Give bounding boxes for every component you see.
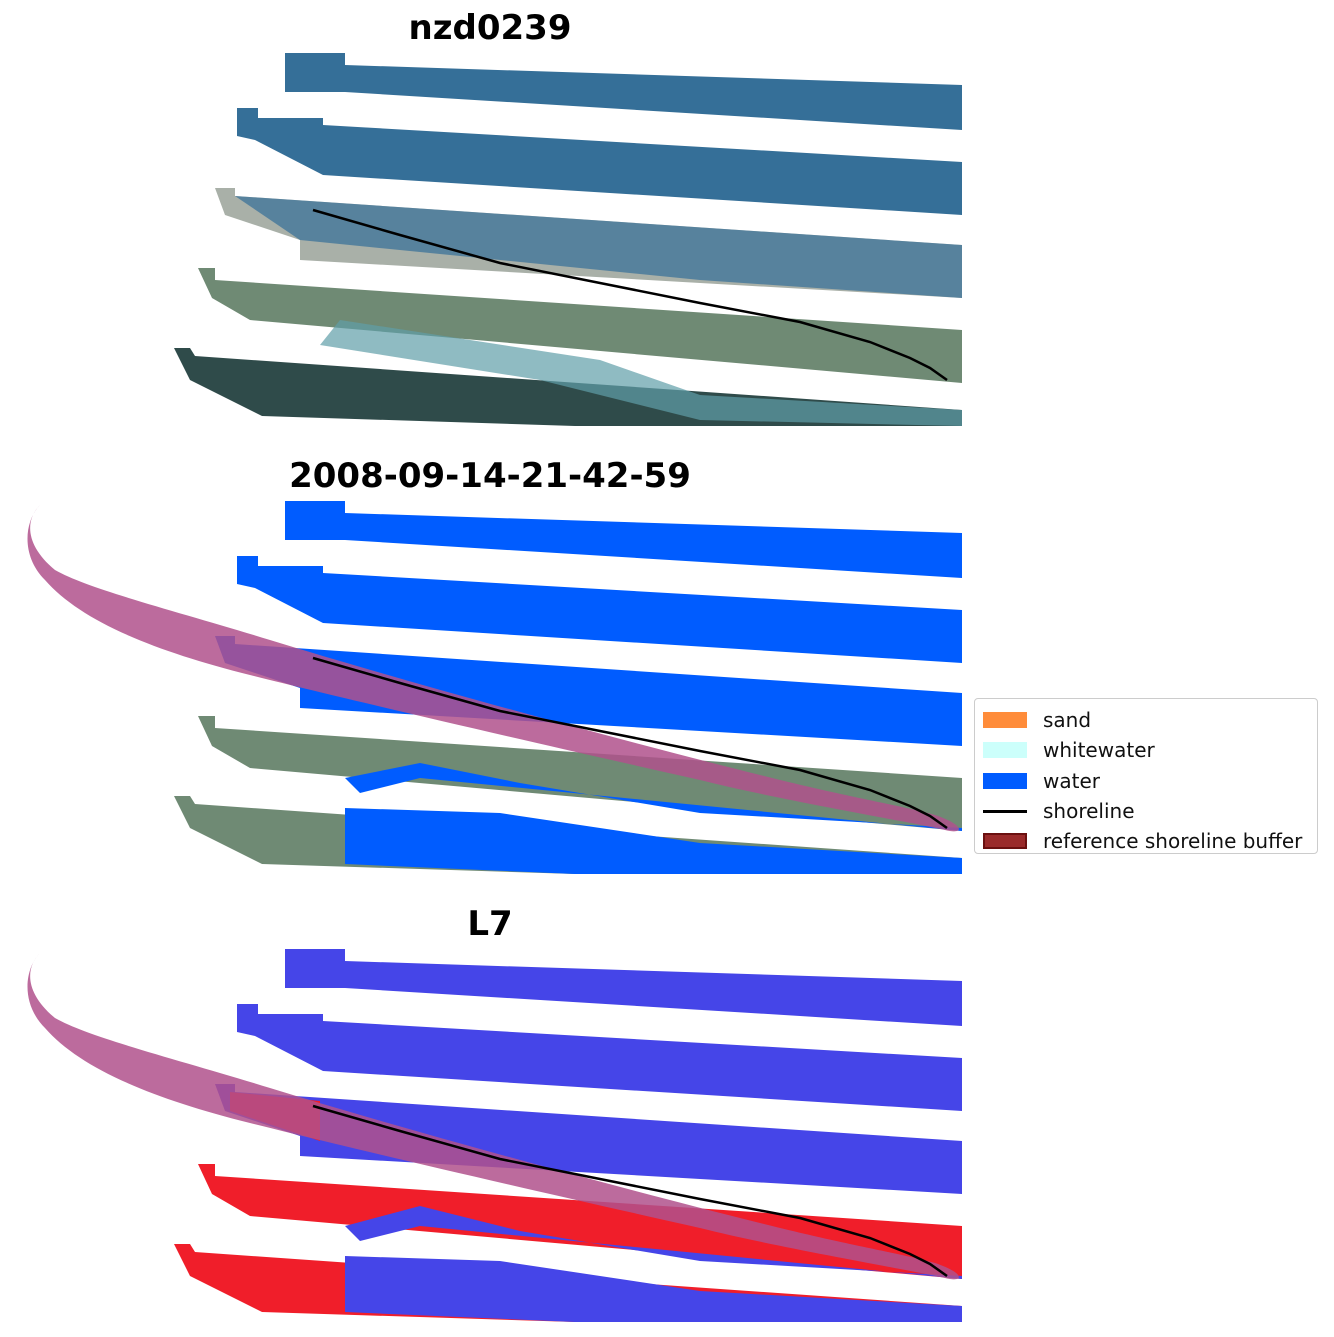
index-strip: [215, 1084, 962, 1194]
water-swatch: [983, 772, 1027, 789]
water-region: [235, 196, 962, 298]
legend-item-water: water: [983, 766, 1309, 796]
image-strip: [285, 53, 962, 130]
image-strip: [198, 268, 962, 383]
class-strip: [285, 501, 962, 578]
water-region: [345, 808, 962, 874]
class-strip: [198, 716, 962, 831]
class-strip: [215, 636, 962, 746]
water-region: [345, 763, 962, 831]
legend-label: whitewater: [1043, 738, 1155, 763]
sand-swatch: [983, 712, 1027, 729]
legend-item-sand: sand: [983, 705, 1309, 735]
shoreline-swatch: [983, 809, 1027, 813]
index-strip: [198, 1164, 962, 1279]
buffer-swatch: [983, 833, 1027, 850]
index-image-panel: [27, 949, 962, 1322]
panel-title-rgb: nzd0239: [408, 8, 572, 48]
index-strip: [285, 949, 962, 1026]
legend-label: water: [1043, 768, 1100, 793]
shoreline: [312, 208, 948, 382]
rgb-image-panel: [174, 53, 962, 426]
legend-label: sand: [1043, 708, 1092, 733]
whitewater-swatch: [983, 742, 1027, 759]
panel-title-index: L7: [467, 904, 513, 944]
index-strip: [237, 1004, 962, 1111]
legend-label: reference shoreline buffer: [1043, 829, 1303, 854]
panel-title-classified: 2008-09-14-21-42-59: [289, 456, 691, 496]
legend-item-whitewater: whitewater: [983, 735, 1309, 765]
legend-item-buffer: reference shoreline buffer: [983, 826, 1309, 856]
class-strip: [237, 556, 962, 663]
legend-item-shoreline: shoreline: [983, 796, 1309, 826]
classified-image-panel: [27, 501, 962, 874]
legend: sand whitewater water shoreline referenc…: [974, 698, 1318, 854]
estuary-region: [320, 320, 962, 426]
shoreline: [312, 1104, 948, 1278]
image-strip: [237, 108, 962, 215]
legend-label: shoreline: [1043, 799, 1135, 824]
water-region: [345, 1256, 962, 1322]
shoreline: [312, 656, 948, 830]
water-region: [345, 1206, 962, 1279]
